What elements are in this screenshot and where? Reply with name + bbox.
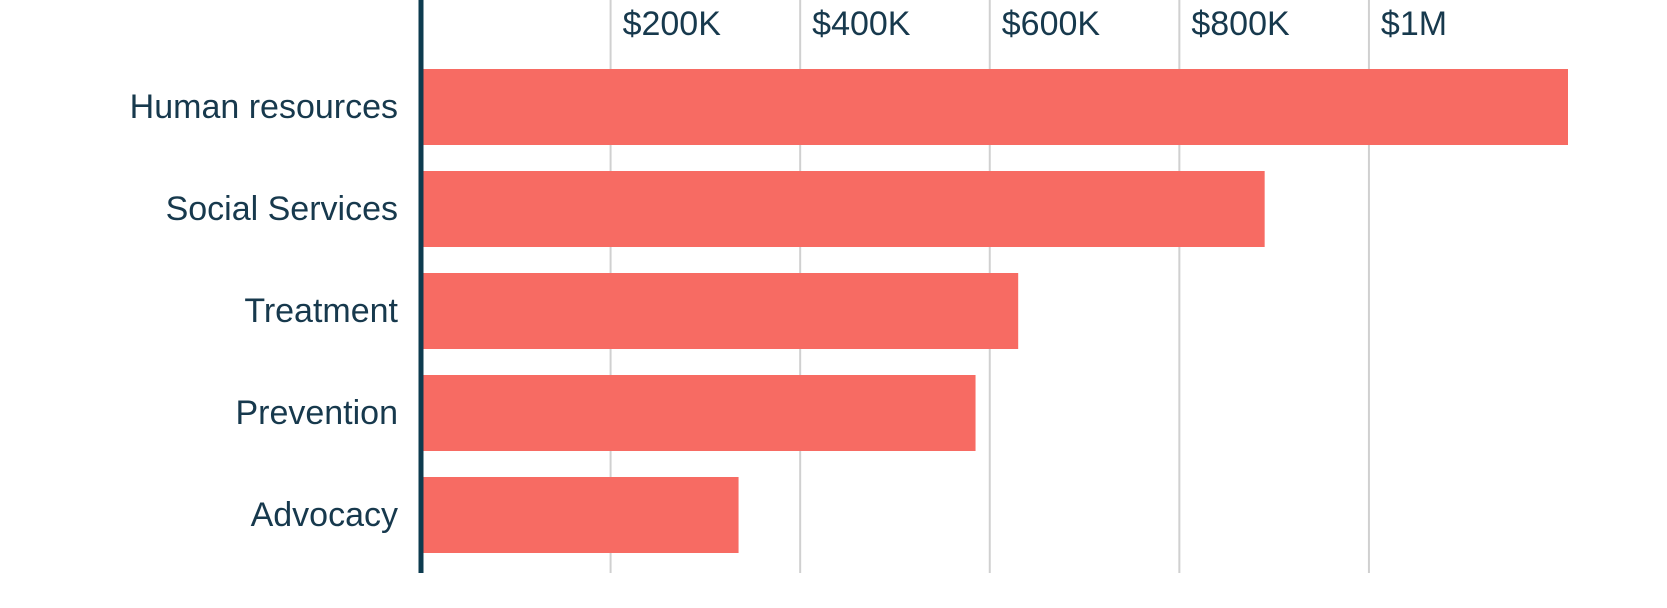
x-tick-label: $400K bbox=[812, 5, 911, 43]
x-tick-label: $200K bbox=[623, 5, 722, 43]
bar bbox=[421, 477, 739, 553]
y-tick-label: Advocacy bbox=[251, 496, 398, 534]
bar bbox=[421, 171, 1265, 247]
bar bbox=[421, 69, 1568, 145]
bar bbox=[421, 375, 976, 451]
y-tick-label: Human resources bbox=[130, 88, 398, 126]
x-tick-label: $600K bbox=[1002, 5, 1101, 43]
y-tick-label: Prevention bbox=[235, 394, 398, 432]
x-tick-label: $800K bbox=[1191, 5, 1290, 43]
y-tick-label: Treatment bbox=[244, 292, 398, 330]
y-tick-label: Social Services bbox=[166, 190, 398, 228]
x-tick-label: $1M bbox=[1381, 5, 1447, 43]
bar bbox=[421, 273, 1019, 349]
